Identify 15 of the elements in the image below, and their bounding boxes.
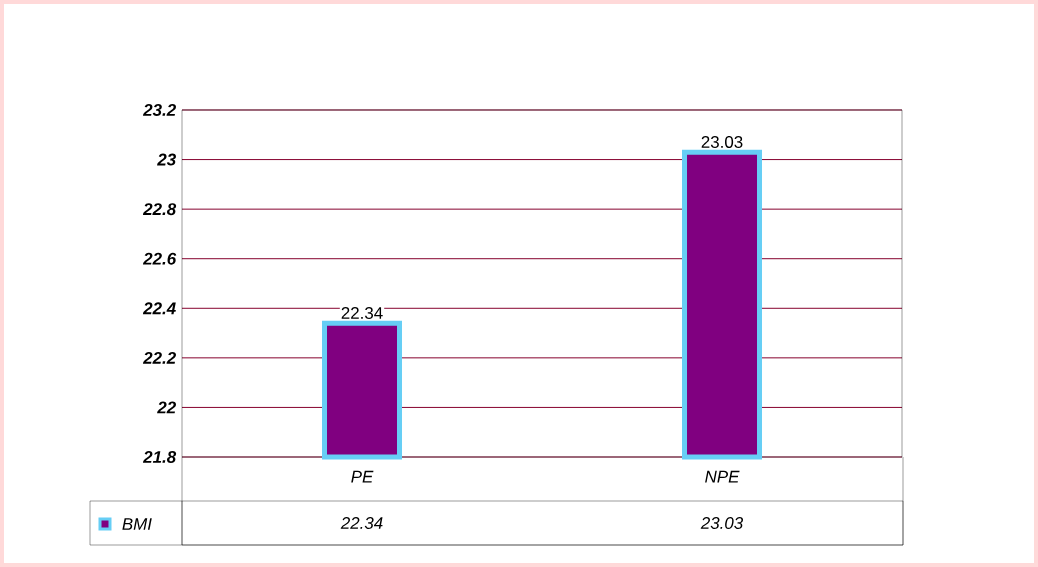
y-tick-label: 22 <box>157 401 176 414</box>
y-tick-label: 22.2 <box>142 351 176 364</box>
y-tick-label: 22.6 <box>142 252 177 265</box>
y-tick-label: 22.4 <box>142 302 176 315</box>
y-tick-label: 22.8 <box>142 203 177 216</box>
data-label: 22.34 <box>340 517 383 529</box>
text: 23.03 <box>701 135 743 148</box>
y-tick-label: 23 <box>157 153 176 166</box>
text: 22.34 <box>341 306 383 319</box>
x-tick-label: NPE <box>705 470 740 483</box>
y-tick-label: 21.8 <box>142 451 177 463</box>
x-tick-label: PE <box>351 470 374 483</box>
data-label: 23.03 <box>700 517 744 529</box>
y-tick-label: 23.2 <box>142 104 176 116</box>
legend-label: BMI <box>122 518 152 530</box>
